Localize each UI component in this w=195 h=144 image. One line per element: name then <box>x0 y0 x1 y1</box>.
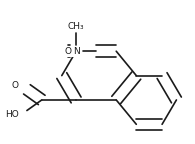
Text: HO: HO <box>5 110 19 119</box>
Text: N: N <box>73 47 80 56</box>
Text: CH₃: CH₃ <box>68 22 84 31</box>
Text: O: O <box>65 47 72 56</box>
Text: O: O <box>12 81 19 90</box>
